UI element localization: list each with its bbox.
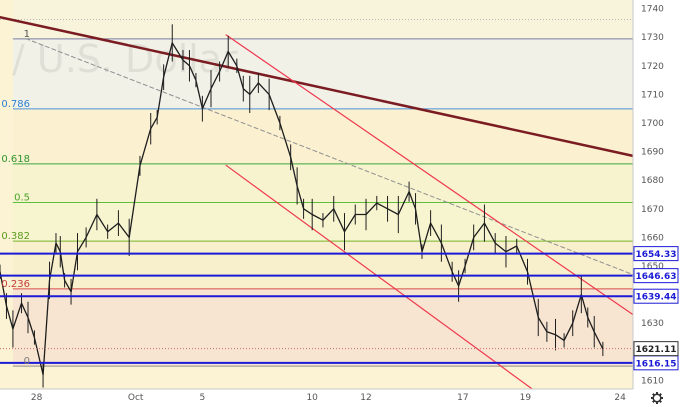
fib-level-label: 0.382 [1, 231, 30, 242]
price-tick-label: 1660 [641, 233, 664, 243]
price-tick-label: 1610 [641, 376, 664, 386]
fib-zone [12, 288, 633, 367]
level-price-box [633, 268, 679, 284]
dashed-trendline[interactable] [25, 38, 634, 276]
fib-zone [12, 0, 633, 39]
time-tick-label: 17 [457, 393, 468, 403]
time-axis[interactable]: 28 Oct 5 10 12 17 19 24 [0, 388, 633, 407]
level-price-label: 1639.44 [636, 293, 677, 303]
time-tick-label: 10 [306, 393, 318, 403]
last-price-label: 1621.11 [636, 345, 677, 355]
time-axis-background [0, 389, 633, 407]
trendline[interactable] [0, 15, 635, 158]
fib-level-label: 1 [24, 29, 30, 40]
time-tick-label: Oct [128, 393, 144, 403]
price-tick-label: 1690 [641, 148, 664, 158]
price-tick-label: 1720 [641, 62, 664, 72]
price-axis[interactable]: 1610162016301640165016601670168016901700… [632, 0, 680, 407]
fibonacci-labels: 1 0.786 0.618 0.5 0.382 0.236 0 [1, 29, 30, 367]
level-price-label: 1616.15 [636, 359, 677, 369]
fib-zone [12, 163, 633, 203]
price-tick-label: 1670 [641, 205, 664, 215]
time-tick-label: 12 [360, 393, 371, 403]
time-tick-label: 5 [200, 393, 206, 403]
gear-hub [652, 393, 662, 403]
price-series [0, 24, 604, 388]
fib-level-label: 0.618 [1, 154, 30, 165]
fib-zone [12, 108, 633, 164]
trendlines[interactable] [0, 15, 635, 393]
time-tick-label: 24 [614, 393, 626, 403]
price-tick-label: 1710 [641, 90, 664, 100]
price-tick-label: 1740 [641, 5, 664, 15]
time-tick-label: 19 [520, 393, 532, 403]
fib-level-label: 0.5 [14, 193, 30, 204]
price-tick-label: 1730 [641, 33, 664, 43]
fibonacci-lines [0, 18, 633, 367]
trendline[interactable] [225, 34, 634, 316]
last-price-box [633, 341, 679, 357]
fibonacci-zones [12, 0, 633, 367]
level-price-label: 1654.33 [636, 250, 677, 260]
gear-icon[interactable] [651, 392, 663, 404]
fib-level-label: 0.786 [1, 99, 30, 110]
price-tick-label: 1650 [641, 262, 664, 272]
price-axis-background [633, 0, 680, 407]
fib-level-label: 0.236 [1, 279, 30, 290]
level-price-box [633, 288, 679, 304]
fib-zone [12, 38, 633, 109]
fib-level-label: 0 [24, 356, 30, 367]
level-price-label: 1646.63 [636, 272, 677, 282]
time-tick-label: 28 [31, 393, 43, 403]
price-tick-label: 1700 [641, 119, 664, 129]
price-tick-label: 1680 [641, 176, 664, 186]
fib-zone [12, 241, 633, 289]
level-price-box [633, 246, 679, 262]
trendline[interactable] [225, 164, 537, 393]
price-tick-label: 1630 [641, 319, 664, 329]
